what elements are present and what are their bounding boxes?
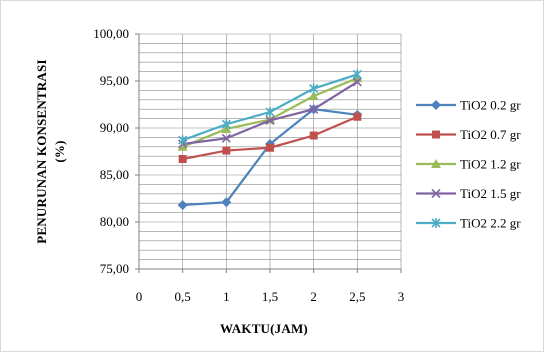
x-tick-label: 3 [398, 289, 405, 304]
legend-label: TiO2 2.2 gr [460, 216, 521, 231]
data-point [308, 91, 319, 101]
legend-label: TiO2 0.2 gr [460, 98, 521, 113]
data-point [222, 146, 231, 155]
y-tick-label: 85,00 [100, 167, 129, 182]
legend-item: TiO2 0.2 gr [416, 98, 521, 113]
x-tick-label: 2 [310, 289, 317, 304]
y-tick-label: 80,00 [100, 214, 129, 229]
x-tick-label: 0,5 [175, 289, 191, 304]
legend-item: TiO2 1.2 gr [416, 157, 521, 172]
data-point [266, 143, 274, 152]
data-point [221, 119, 231, 130]
data-point [177, 141, 188, 151]
axes-layer [135, 33, 402, 273]
legend-label: TiO2 1.2 gr [460, 157, 521, 172]
data-point [309, 131, 318, 140]
data-point [353, 112, 362, 121]
data-point [309, 83, 319, 94]
x-tick-label: 0 [136, 289, 143, 304]
x-tick-label: 1 [223, 289, 230, 304]
y-axis-title-unit: (%) [52, 140, 67, 162]
series-layer [177, 69, 363, 211]
legend-item: TiO2 2.2 gr [416, 216, 521, 231]
series-4 [178, 77, 362, 149]
legend-swatch-marker [431, 100, 441, 110]
y-tick-label: 95,00 [100, 73, 129, 88]
legend-swatch-marker [431, 188, 441, 199]
data-point [352, 69, 362, 80]
legend-swatch-marker [431, 218, 441, 228]
data-point [221, 197, 232, 208]
y-axis-title: PENURUNAN KONSENTRASI [34, 59, 49, 243]
data-point [265, 115, 275, 126]
x-tick-label: 2,5 [349, 289, 365, 304]
labels-layer: 75,00 80,00 85,00 90,00 95,00 100,00 0 0,5 1 1,5 2… [34, 26, 404, 336]
y-tick-label: 100,00 [93, 26, 129, 41]
y-tick-label: 75,00 [100, 261, 129, 276]
legend-item: TiO2 1.5 gr [416, 186, 521, 201]
legend-item: TiO2 0.7 gr [416, 127, 521, 142]
legend-label: TiO2 0.7 gr [460, 127, 521, 142]
y-tick-label: 90,00 [100, 120, 129, 135]
x-axis-title: WAKTU(JAM) [220, 321, 308, 336]
data-point [177, 200, 188, 211]
data-point [352, 77, 362, 87]
x-tick-label: 1,5 [262, 289, 278, 304]
data-point [309, 104, 319, 114]
data-point [221, 133, 231, 143]
legend: TiO2 0.2 gr TiO2 0.7 gr TiO2 1.2 gr TiO2 1.… [416, 98, 521, 231]
legend-label: TiO2 1.5 gr [460, 186, 521, 201]
series-2 [178, 112, 362, 164]
data-point [178, 155, 187, 164]
legend-swatch-marker [432, 130, 440, 139]
legend-swatch-marker [431, 159, 441, 168]
series-5 [178, 69, 362, 146]
data-point [265, 107, 275, 118]
data-point [178, 135, 188, 146]
